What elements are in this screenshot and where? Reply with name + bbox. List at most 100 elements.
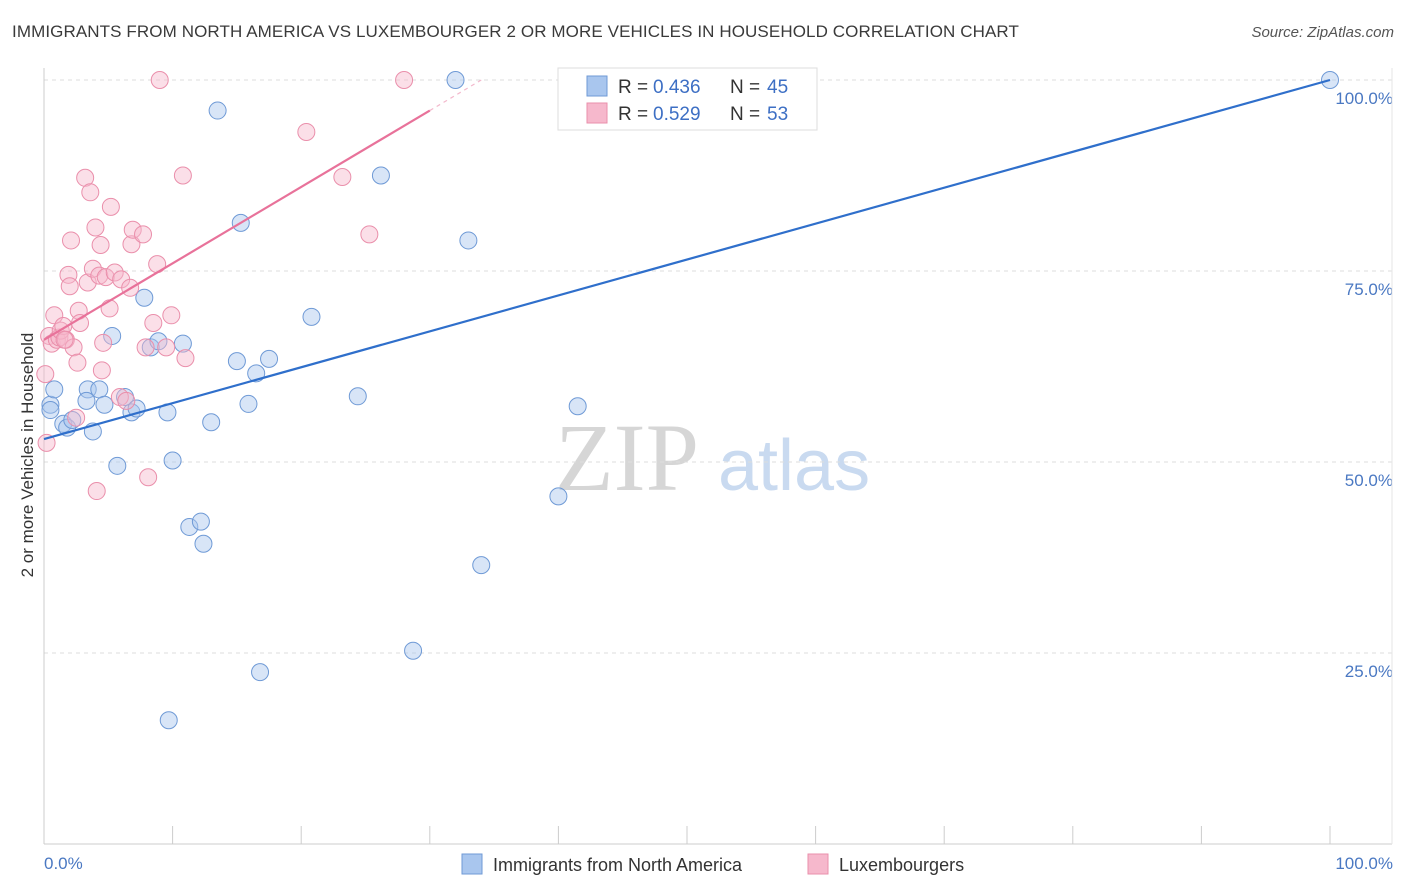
pink-point-44 [157, 338, 176, 357]
x-tick-label-end: 100.0% [1335, 854, 1393, 873]
pink-point-38 [134, 225, 153, 244]
blue-point-33 [348, 387, 367, 406]
legend-r-value-pink: 0.529 [653, 104, 701, 125]
y-tick-label-75: 75.0% [1345, 280, 1393, 299]
pink-point-50 [360, 225, 379, 244]
y-tick-label-50: 50.0% [1345, 471, 1393, 490]
pink-trend-line-extension [429, 79, 482, 112]
watermark-atlas: atlas [718, 426, 870, 506]
pink-point-51 [395, 71, 414, 89]
blue-point-34 [371, 166, 390, 185]
legend-r-label-pink: R = [618, 104, 648, 125]
blue-point-1 [45, 380, 64, 399]
bottom-legend-swatch-pink [807, 853, 829, 875]
blue-point-19 [163, 451, 182, 470]
pink-point-43 [150, 71, 169, 89]
pink-point-46 [173, 166, 192, 185]
pink-point-31 [105, 263, 124, 282]
blue-point-38 [472, 556, 491, 575]
legend-n-label-pink: N = [730, 104, 760, 125]
bottom-legend-label-blue: Immigrants from North America [493, 855, 743, 875]
legend-r-value-blue: 0.436 [653, 77, 701, 98]
pink-point-49 [333, 168, 352, 187]
pink-point-0 [36, 365, 55, 384]
pink-point-47 [176, 349, 195, 368]
pink-point-21 [83, 259, 102, 278]
blue-point-28 [239, 394, 258, 413]
blue-point-36 [446, 71, 465, 89]
blue-point-25 [208, 101, 227, 120]
blue-point-42 [159, 711, 178, 730]
legend-n-value-pink: 53 [767, 104, 788, 125]
pink-point-45 [162, 306, 181, 325]
pink-point-11 [60, 277, 79, 296]
pink-point-18 [76, 168, 95, 187]
blue-point-24 [202, 413, 221, 432]
legend-swatch-pink [586, 102, 608, 124]
source-credit: Source: ZipAtlas.com [1251, 24, 1394, 41]
x-tick-label-start: 0.0% [44, 854, 83, 873]
blue-point-10 [103, 326, 122, 345]
series-legend: Immigrants from North America Luxembourg… [461, 853, 964, 875]
gridlines [44, 79, 1392, 654]
pink-point-52 [55, 330, 74, 349]
pink-point-26 [92, 361, 111, 380]
bottom-legend-label-pink: Luxembourgers [839, 855, 964, 875]
blue-point-31 [260, 349, 279, 368]
pink-point-22 [86, 218, 105, 237]
pink-point-4 [45, 306, 64, 325]
blue-point-32 [302, 307, 321, 326]
pink-point-19 [78, 273, 97, 292]
axes: 25.0% 50.0% 75.0% 100.0% 0.0% 100.0% [43, 68, 1393, 873]
bottom-legend-swatch-blue [461, 853, 483, 875]
blue-point-26 [227, 352, 246, 371]
pink-point-41 [144, 313, 163, 332]
pink-point-23 [87, 482, 106, 501]
y-tick-label-100: 100.0% [1335, 89, 1393, 108]
y-tick-label-25: 25.0% [1345, 662, 1393, 681]
pink-point-13 [64, 338, 83, 357]
blue-point-43 [41, 401, 60, 420]
legend-n-value-blue: 45 [767, 77, 788, 98]
blue-point-39 [549, 487, 568, 506]
pink-point-29 [100, 299, 119, 318]
blue-point-40 [568, 397, 587, 416]
correlation-legend: R = 0.436 N = 45 R = 0.529 N = 53 [557, 67, 818, 131]
blue-point-23 [194, 534, 213, 553]
legend-r-label-blue: R = [618, 77, 648, 98]
pink-point-28 [96, 268, 115, 287]
blue-point-11 [108, 456, 127, 475]
legend-swatch-blue [586, 75, 608, 97]
data-points [36, 71, 1339, 730]
blue-trend-line [43, 78, 1331, 441]
pink-point-10 [59, 265, 78, 284]
pink-point-15 [68, 353, 87, 372]
pink-point-37 [123, 220, 142, 239]
pink-point-48 [297, 122, 316, 141]
blue-point-35 [404, 641, 423, 660]
watermark-zip: ZIP [555, 404, 699, 511]
pink-point-24 [90, 266, 109, 285]
blue-point-6 [77, 391, 96, 410]
blue-point-9 [95, 395, 114, 414]
blue-point-22 [191, 512, 210, 531]
blue-point-21 [180, 517, 199, 536]
pink-point-14 [67, 408, 86, 427]
blue-point-8 [90, 380, 109, 399]
pink-point-20 [81, 183, 100, 202]
pink-point-34 [117, 391, 136, 410]
pink-point-39 [136, 338, 155, 357]
legend-n-label-blue: N = [730, 77, 760, 98]
blue-point-37 [459, 231, 478, 250]
pink-point-30 [101, 197, 120, 216]
chart-title: IMMIGRANTS FROM NORTH AMERICA VS LUXEMBO… [12, 22, 1019, 41]
trend-lines [43, 78, 1331, 441]
pink-point-25 [91, 236, 110, 255]
pink-point-12 [62, 231, 81, 250]
pink-point-36 [122, 235, 141, 254]
pink-point-1 [37, 433, 56, 452]
blue-point-0 [41, 395, 60, 414]
pink-trend-line [43, 109, 431, 341]
y-axis-title: 2 or more Vehicles in Household [18, 333, 37, 578]
